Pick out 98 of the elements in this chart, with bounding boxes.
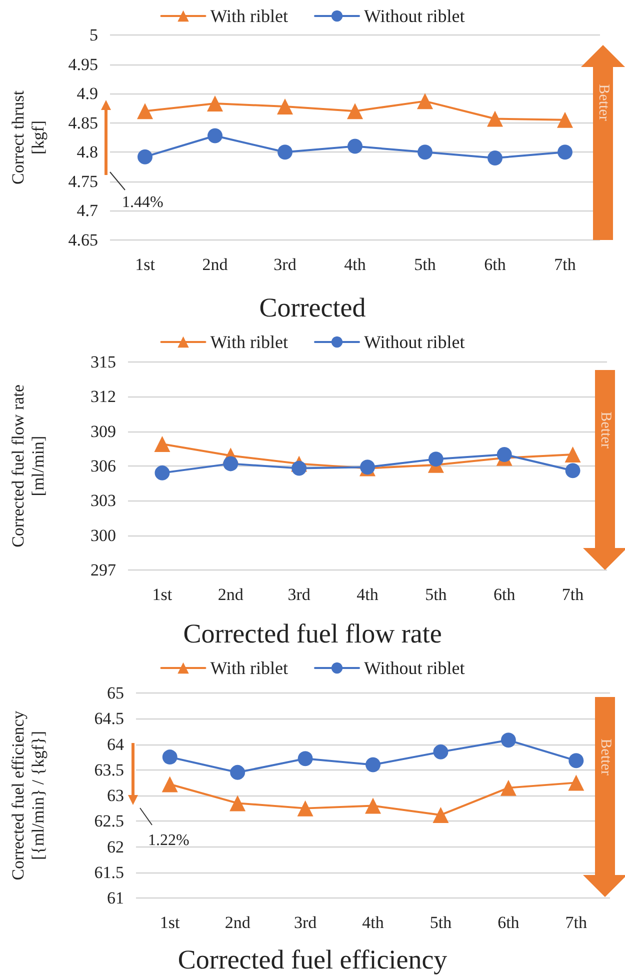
text: Corrected fuel efficiency <box>178 944 448 974</box>
point <box>365 798 381 814</box>
text: Corrected <box>259 292 366 322</box>
point <box>433 744 448 760</box>
x-tick-label: 4th <box>362 913 384 932</box>
legend-label: Without riblet <box>364 658 465 678</box>
point <box>154 436 170 452</box>
point <box>137 103 153 120</box>
y-tick-label: 4.7 <box>76 201 98 220</box>
point <box>366 757 380 772</box>
y-tick-label: 61 <box>107 888 124 908</box>
point <box>277 98 293 114</box>
y-tick-label: 64.5 <box>94 709 124 728</box>
point <box>162 750 178 765</box>
y-axis-title: Corrected fuel flow rate [ml/min] <box>8 384 48 548</box>
point <box>298 751 313 766</box>
x-tick-label: 3rd <box>294 913 318 932</box>
y-tick-label: 62 <box>107 837 124 856</box>
x-tick-label: 3rd <box>288 585 311 604</box>
y-tick-label: 62.5 <box>94 812 124 831</box>
y-tick-label: 306 <box>90 456 116 476</box>
legend-label: With riblet <box>210 6 288 26</box>
x-tick-label: 5th <box>414 255 436 274</box>
point <box>347 103 363 120</box>
point <box>162 776 178 792</box>
text: Corrected fuel flow rate <box>183 618 442 648</box>
y-tick-label: 300 <box>90 526 116 545</box>
x-tick-label: 7th <box>554 255 576 274</box>
point <box>417 93 433 110</box>
y-tick-label: 4.8 <box>76 142 98 162</box>
y-tick-label: 4.85 <box>68 113 98 132</box>
x-tick-label: 3rd <box>274 255 297 274</box>
x-tick-label: 7th <box>562 585 584 604</box>
y-tick-label: 297 <box>90 560 116 580</box>
y-tick-label: 5 <box>90 26 98 44</box>
x-tick-label: 1st <box>152 585 172 604</box>
annotation: 1.22% <box>148 832 190 849</box>
point <box>154 465 170 480</box>
x-tick-label: 7th <box>565 913 588 932</box>
annotation: 1.44% <box>122 194 164 211</box>
y-tick-label: 303 <box>90 491 116 510</box>
y-tick-label: 63 <box>107 786 124 805</box>
point <box>557 112 573 128</box>
x-tick-label: 2nd <box>224 913 251 932</box>
point <box>564 446 581 462</box>
x-tick-label: 6th <box>493 585 516 604</box>
y-tick-label: 64 <box>107 734 124 754</box>
x-tick-label: 1st <box>160 913 180 932</box>
point <box>568 774 584 791</box>
point <box>432 806 449 823</box>
y-tick-label: 63.5 <box>94 760 124 780</box>
point <box>428 452 444 467</box>
annotation: Better <box>598 412 614 448</box>
annotation: Better <box>596 84 612 121</box>
point <box>348 138 362 154</box>
point <box>565 463 580 478</box>
y-axis-title: Correct thrust [kgf] <box>8 90 48 184</box>
y-tick-label: 312 <box>90 387 116 406</box>
x-tick-label: 6th <box>484 255 506 274</box>
point <box>488 150 502 166</box>
point <box>230 764 246 780</box>
point <box>223 456 238 472</box>
point <box>500 732 516 748</box>
y-tick-label: 65 <box>107 684 124 702</box>
y-tick-label: 4.65 <box>68 230 98 250</box>
y-tick-label: 315 <box>90 352 116 372</box>
legend-label: With riblet <box>210 658 288 678</box>
point <box>138 149 152 164</box>
point <box>418 144 432 160</box>
legend-label: With riblet <box>210 332 288 352</box>
x-tick-label: 6th <box>498 913 520 932</box>
point <box>207 96 223 112</box>
point <box>208 128 222 144</box>
x-tick-label: 5th <box>425 585 448 604</box>
x-tick-label: 2nd <box>218 585 244 604</box>
point <box>558 144 572 160</box>
point <box>292 460 307 476</box>
y-tick-label: 4.95 <box>68 54 98 74</box>
point <box>297 800 314 816</box>
x-tick-label: 2nd <box>202 255 228 274</box>
annotation: Better <box>598 738 614 776</box>
point <box>487 110 503 127</box>
point <box>496 446 512 462</box>
legend-label: Without riblet <box>364 6 465 26</box>
x-tick-label: 1st <box>135 255 156 274</box>
y-tick-label: 4.75 <box>68 172 98 191</box>
point <box>500 780 516 796</box>
legend-label: Without riblet <box>364 332 465 352</box>
y-tick-label: 61.5 <box>94 862 124 882</box>
point <box>568 753 584 768</box>
x-tick-label: 4th <box>356 585 379 604</box>
y-tick-label: 309 <box>90 422 116 441</box>
y-axis-title: Corrected fuel efficiency [{ml/min} / {kgf}] <box>8 710 48 880</box>
x-tick-label: 4th <box>344 255 366 274</box>
y-tick-label: 4.9 <box>76 84 98 104</box>
x-tick-label: 5th <box>430 913 452 932</box>
point <box>278 144 292 160</box>
point <box>230 795 246 812</box>
